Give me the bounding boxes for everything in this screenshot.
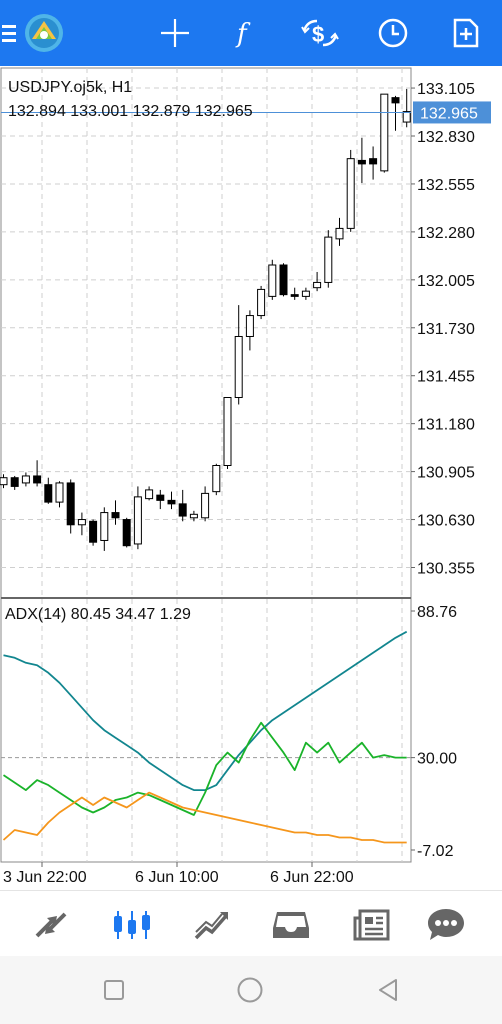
price-axis-label: 131.180: [417, 417, 475, 434]
chat-icon[interactable]: [424, 903, 468, 947]
bull-candle: [257, 288, 266, 317]
svg-text:$: $: [312, 22, 324, 47]
bull-candle: [346, 158, 355, 229]
top-toolbar: f $: [0, 0, 502, 66]
bear-candle: [178, 503, 187, 517]
price-axis-label: 132.830: [417, 129, 475, 146]
bear-candle: [33, 475, 42, 484]
bull-candle: [313, 281, 322, 289]
price-axis-label: 130.905: [417, 465, 475, 482]
time-axis-label: 3 Jun 22:00: [3, 869, 87, 886]
time-axis-label: 6 Jun 22:00: [270, 869, 354, 886]
ohlc-label: 132.894 133.001 132.879 132.965: [8, 103, 253, 120]
price-axis-label: 132.005: [417, 273, 475, 290]
indicator-axis-label: 30.00: [417, 751, 457, 768]
indicator-line--di: [2, 721, 407, 816]
price-axis-label: 130.355: [417, 560, 475, 577]
bull-candle: [268, 264, 277, 297]
bull-candle: [21, 475, 30, 484]
quotes-icon[interactable]: [29, 903, 73, 947]
price-axis: 133.105 132.830 132.555 132.280 132.005 131.7…: [411, 81, 475, 577]
bear-candle: [10, 477, 19, 487]
bear-candle: [89, 520, 98, 543]
chart-icon[interactable]: [110, 903, 154, 947]
bull-candle: [189, 513, 198, 519]
indicator-axis: 88.76 30.00 -7.02: [411, 604, 457, 860]
bull-candle: [234, 335, 243, 399]
svg-text:f: f: [235, 19, 251, 48]
home-button[interactable]: [232, 972, 268, 1008]
crosshair-icon[interactable]: [155, 13, 195, 53]
bear-candle: [357, 159, 366, 165]
chart-border: [0, 67, 412, 863]
chart-area[interactable]: 132.965 133.105 132.830 132.555 132.280 132.…: [0, 66, 502, 890]
system-navigation-bar: [0, 956, 502, 1024]
bear-candle: [279, 264, 288, 296]
price-axis-label: 130.630: [417, 513, 475, 530]
new-order-icon[interactable]: [446, 13, 486, 53]
bull-candle: [335, 227, 344, 240]
bottom-navigation: [0, 890, 502, 957]
current-price-tag-bg: [413, 101, 491, 124]
indicator-label: ADX(14) 80.45 34.47 1.29: [5, 606, 191, 623]
metatrader-logo-icon: [24, 13, 64, 53]
bull-candle: [77, 519, 86, 526]
recent-apps-button[interactable]: [96, 972, 132, 1008]
back-button[interactable]: [370, 972, 406, 1008]
current-price-tag: 132.965: [420, 105, 478, 122]
bull-candle: [380, 93, 389, 172]
bear-candle: [156, 494, 165, 501]
price-axis-label: 131.730: [417, 321, 475, 338]
timeframe-icon[interactable]: [373, 13, 413, 53]
symbol-label: USDJPY.oj5k, H1: [8, 79, 132, 96]
bull-candle: [133, 496, 142, 545]
bull-candle: [245, 315, 254, 337]
bull-candle: [100, 512, 109, 541]
objects-icon[interactable]: $: [300, 13, 340, 53]
indicator-line--di: [2, 791, 407, 844]
bear-candle: [44, 484, 53, 503]
bear-candle: [290, 294, 299, 297]
bull-candle: [0, 477, 8, 486]
bear-candle: [111, 512, 120, 519]
bull-candle: [145, 489, 154, 500]
bull-candle: [402, 111, 411, 123]
bull-candle: [223, 397, 232, 467]
bull-candle: [201, 492, 210, 519]
indicators-icon[interactable]: f: [226, 13, 266, 53]
time-axis: 3 Jun 22:00 6 Jun 10:00 6 Jun 22:00: [3, 862, 354, 886]
bull-candle: [324, 236, 333, 283]
menu-icon[interactable]: [0, 13, 24, 53]
news-icon[interactable]: [350, 903, 394, 947]
bear-candle: [167, 499, 176, 505]
price-axis-label: 132.555: [417, 177, 475, 194]
bull-candle: [301, 290, 310, 297]
bear-candle: [391, 97, 400, 104]
time-axis-label: 6 Jun 10:00: [135, 869, 219, 886]
adx-indicator: [2, 630, 408, 844]
price-axis-label: 131.455: [417, 369, 475, 386]
price-axis-label: 132.280: [417, 225, 475, 242]
price-axis-label: 133.105: [417, 81, 475, 98]
history-icon[interactable]: [269, 903, 313, 947]
trade-icon[interactable]: [190, 903, 234, 947]
chart-canvas[interactable]: 132.965 133.105 132.830 132.555 132.280 132.…: [0, 66, 502, 890]
bear-candle: [122, 519, 131, 547]
indicator-axis-label: 88.76: [417, 604, 457, 621]
bear-candle: [369, 158, 378, 165]
candle-series: [0, 88, 411, 551]
bull-candle: [55, 482, 64, 503]
indicator-line-adx: [3, 630, 408, 791]
indicator-axis-label: -7.02: [417, 843, 454, 860]
bull-candle: [212, 465, 221, 493]
bear-candle: [66, 482, 75, 526]
